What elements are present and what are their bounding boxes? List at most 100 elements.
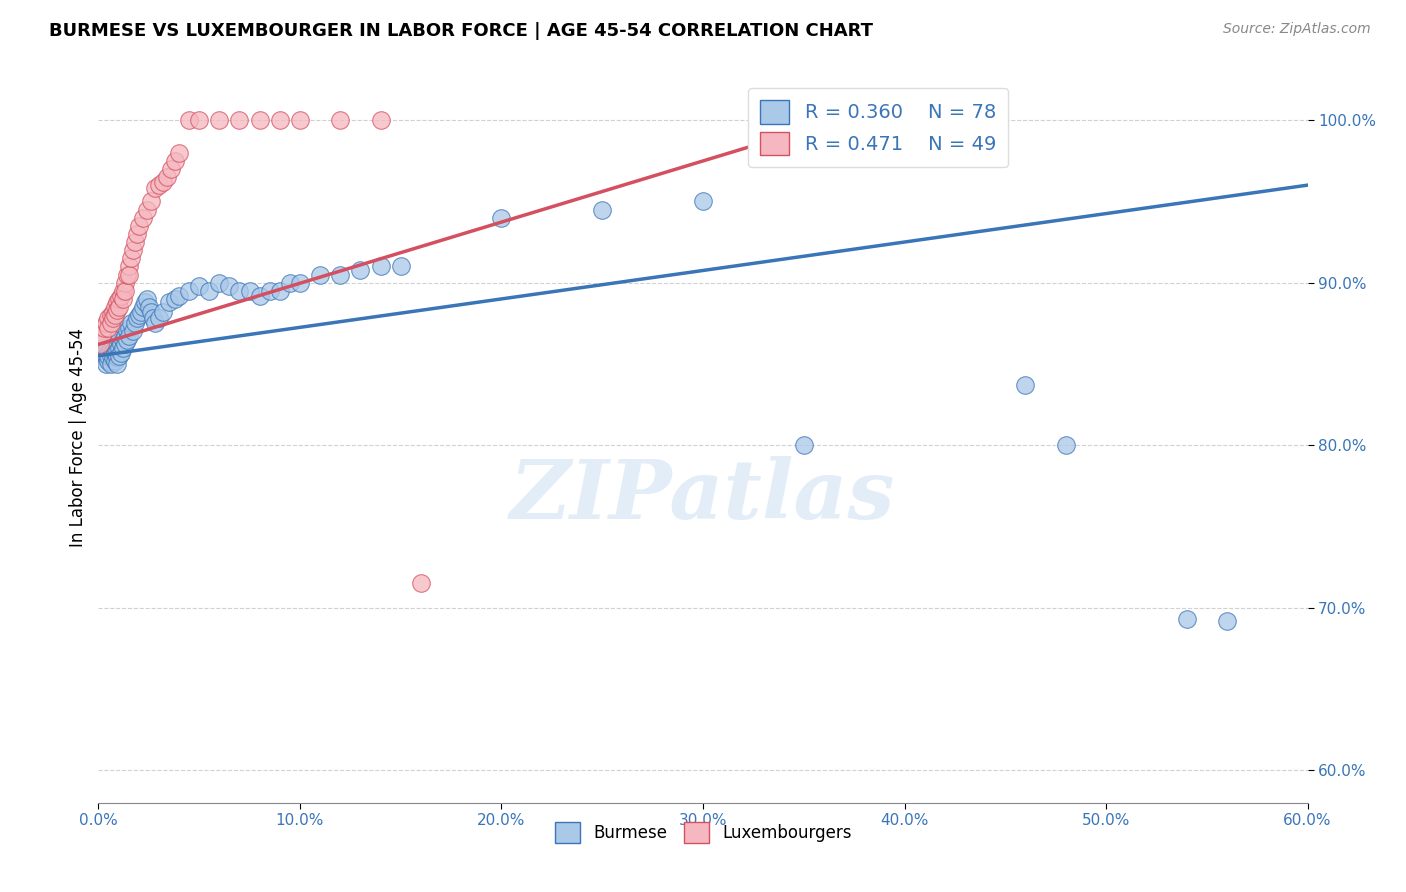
Point — [188, 113, 211, 128]
Text: Source: ZipAtlas.com: Source: ZipAtlas.com — [1223, 22, 1371, 37]
Point — [163, 153, 186, 168]
Point — [118, 268, 141, 282]
Point — [228, 113, 250, 128]
Point — [167, 288, 190, 302]
Point — [409, 576, 432, 591]
Point — [135, 292, 157, 306]
Point — [114, 329, 136, 343]
Point — [103, 341, 125, 355]
Point — [107, 333, 129, 347]
Point — [101, 311, 124, 326]
Point — [269, 284, 291, 298]
Point — [93, 349, 115, 363]
Point — [96, 343, 118, 358]
Point — [128, 219, 150, 233]
Point — [135, 202, 157, 217]
Point — [1054, 438, 1077, 452]
Point — [100, 349, 122, 363]
Point — [125, 227, 148, 241]
Text: ZIPatlas: ZIPatlas — [510, 456, 896, 535]
Point — [160, 161, 183, 176]
Point — [120, 316, 142, 330]
Point — [132, 300, 155, 314]
Point — [179, 284, 201, 298]
Point — [157, 295, 180, 310]
Point — [97, 345, 120, 359]
Point — [97, 353, 120, 368]
Point — [228, 284, 250, 298]
Point — [1175, 612, 1198, 626]
Point — [198, 284, 221, 298]
Point — [111, 292, 134, 306]
Point — [125, 311, 148, 326]
Point — [115, 268, 138, 282]
Point — [121, 243, 143, 257]
Point — [110, 288, 132, 302]
Point — [259, 284, 281, 298]
Point — [239, 284, 262, 298]
Point — [218, 279, 240, 293]
Point — [118, 321, 141, 335]
Point — [188, 279, 211, 293]
Point — [107, 341, 129, 355]
Point — [269, 113, 291, 128]
Point — [288, 113, 311, 128]
Point — [101, 343, 124, 358]
Point — [249, 113, 271, 128]
Point — [139, 305, 162, 319]
Point — [96, 349, 118, 363]
Point — [100, 341, 122, 355]
Point — [103, 353, 125, 368]
Point — [143, 316, 166, 330]
Point — [107, 349, 129, 363]
Point — [97, 321, 120, 335]
Point — [114, 284, 136, 298]
Point — [96, 316, 118, 330]
Point — [121, 325, 143, 339]
Y-axis label: In Labor Force | Age 45-54: In Labor Force | Age 45-54 — [69, 327, 87, 547]
Point — [491, 211, 513, 225]
Point — [118, 260, 141, 274]
Point — [97, 311, 120, 326]
Point — [103, 347, 125, 361]
Point — [389, 260, 412, 274]
Point — [692, 194, 714, 209]
Point — [114, 337, 136, 351]
Point — [349, 262, 371, 277]
Point — [167, 145, 190, 160]
Point — [111, 341, 134, 355]
Point — [152, 305, 174, 319]
Point — [152, 175, 174, 189]
Point — [91, 327, 114, 342]
Point — [100, 357, 122, 371]
Point — [591, 202, 613, 217]
Point — [107, 300, 129, 314]
Point — [793, 438, 815, 452]
Point — [105, 295, 128, 310]
Point — [370, 260, 392, 274]
Point — [309, 268, 332, 282]
Point — [107, 292, 129, 306]
Point — [110, 337, 132, 351]
Point — [91, 345, 114, 359]
Point — [208, 276, 231, 290]
Point — [101, 351, 124, 365]
Point — [208, 113, 231, 128]
Point — [163, 292, 186, 306]
Point — [329, 268, 352, 282]
Point — [138, 300, 160, 314]
Point — [115, 333, 138, 347]
Point — [1216, 614, 1239, 628]
Point — [128, 308, 150, 322]
Point — [111, 333, 134, 347]
Point — [278, 276, 301, 290]
Point — [148, 178, 170, 193]
Point — [105, 357, 128, 371]
Point — [93, 341, 115, 355]
Point — [179, 113, 201, 128]
Point — [103, 308, 125, 322]
Point — [1014, 378, 1036, 392]
Point — [96, 357, 118, 371]
Point — [132, 211, 155, 225]
Point — [370, 113, 392, 128]
